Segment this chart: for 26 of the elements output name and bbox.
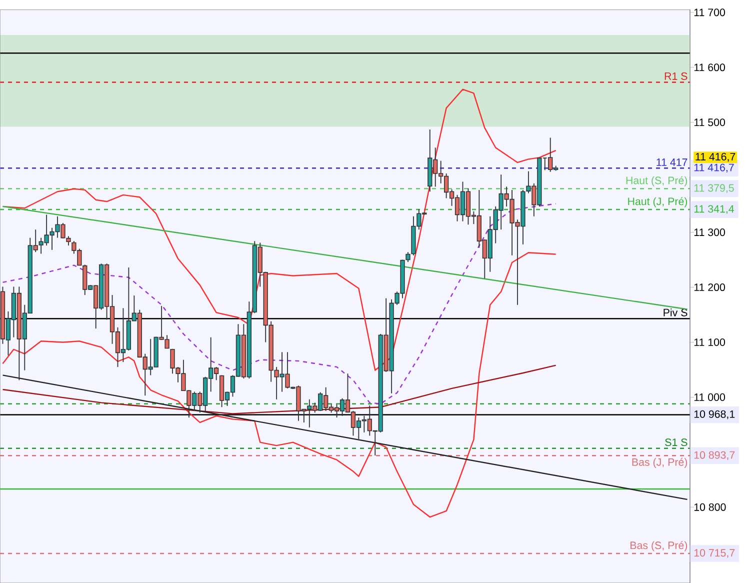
- y-tick-label: 11 100: [694, 338, 726, 346]
- ref-line-label: S1 S: [665, 438, 688, 446]
- candlestick: [406, 252, 410, 262]
- y-tick-label: 11 600: [694, 64, 726, 72]
- y-tick-label: 11 341,4: [694, 205, 734, 214]
- ref-line-label: Haut (J, Pré): [628, 197, 688, 208]
- y-tick-label: 11 300: [694, 228, 726, 236]
- y-tick-label: 10 715,7: [694, 549, 735, 558]
- y-tick-label: 11 379,5: [694, 184, 734, 193]
- y-tick-label: 10 968,1: [694, 410, 735, 420]
- line-series: [2, 203, 556, 404]
- y-tick-label: 11 200: [694, 283, 726, 292]
- candlestick: [66, 236, 71, 246]
- ref-line-label: Haut (S, Pré): [626, 176, 688, 186]
- y-tick-label: 11 500: [694, 118, 726, 126]
- y-tick-label: 11 700: [694, 8, 726, 16]
- ref-line-label: Bas (J, Pré): [632, 458, 688, 468]
- ref-line-label: 11 417: [656, 158, 688, 166]
- ref-line-label: R1 S: [664, 72, 688, 80]
- y-tick-label: 11 000: [694, 393, 726, 401]
- y-tick-label: 10 893,7: [694, 451, 735, 460]
- line-series: [2, 364, 556, 414]
- y-tick-label: 11 416,7: [694, 164, 734, 173]
- y-tick-label: 10 800: [694, 503, 726, 511]
- ref-line-label: Bas (S, Pré): [630, 541, 688, 552]
- line-series: [2, 252, 556, 518]
